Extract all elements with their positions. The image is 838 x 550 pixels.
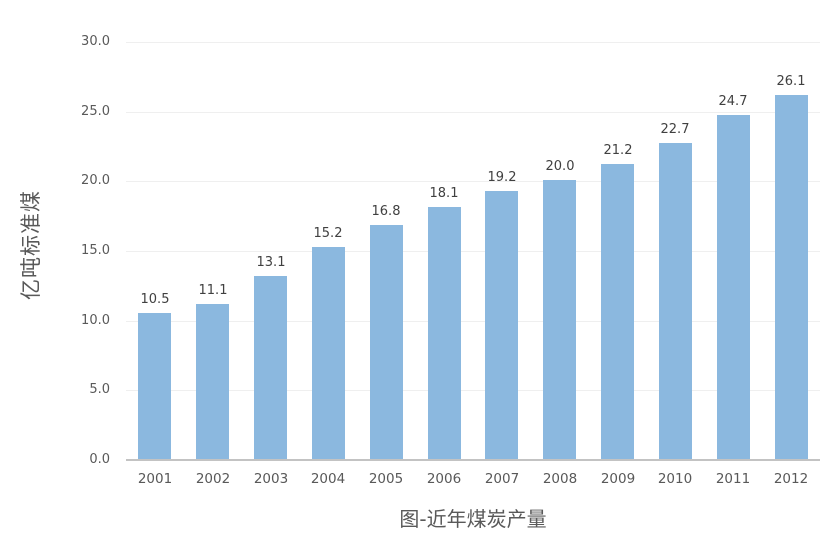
- bar-2005: [370, 225, 403, 459]
- gridline-5.0: [126, 390, 820, 392]
- gridline-20.0: [126, 181, 820, 183]
- bar-value-label-2008: 20.0: [545, 159, 575, 174]
- bar-2004: [312, 247, 345, 459]
- y-tick-label-10.0: 10.0: [81, 312, 110, 328]
- x-tick-label-2009: 2009: [600, 471, 636, 487]
- plot-area: 10.5 11.1 13.1 15.2 16.8 18.1 19.2 20.0 21.2 22.7…: [126, 42, 820, 461]
- bar-2010: [659, 143, 692, 459]
- y-tick-label-25.0: 25.0: [81, 103, 110, 119]
- gridline-30.0: [126, 42, 820, 43]
- x-tick-label-2007: 2007: [484, 471, 520, 487]
- x-tick-label-2001: 2001: [137, 471, 173, 487]
- gridline-10.0: [126, 320, 820, 322]
- x-tick-label-2010: 2010: [657, 471, 693, 487]
- bar-value-label-2006: 18.1: [429, 186, 459, 201]
- bar-value-label-2010: 22.7: [660, 122, 690, 137]
- bar-2008: [543, 180, 576, 459]
- x-tick-label-2006: 2006: [426, 471, 462, 487]
- bar-value-label-2012: 26.1: [776, 74, 806, 89]
- x-tick-label-2008: 2008: [542, 471, 578, 487]
- x-tick-label-2002: 2002: [195, 471, 231, 487]
- x-tick-label-2012: 2012: [773, 471, 809, 487]
- x-tick-label-2003: 2003: [253, 471, 289, 487]
- bar-value-label-2009: 21.2: [603, 143, 633, 158]
- bar-2001: [138, 313, 171, 459]
- y-tick-label-5.0: 5.0: [89, 382, 110, 398]
- chart-title: 图-近年煤炭产量: [399, 507, 547, 531]
- bar-value-label-2004: 15.2: [313, 226, 343, 241]
- bar-2009: [601, 164, 634, 459]
- bar-2012: [775, 95, 808, 459]
- y-tick-label-20.0: 20.0: [81, 173, 110, 189]
- gridline-15.0: [126, 251, 820, 252]
- bar-value-label-2005: 16.8: [371, 204, 401, 219]
- y-tick-label-0.0: 0.0: [89, 452, 110, 467]
- bar-2007: [485, 191, 518, 459]
- x-tick-label-2005: 2005: [368, 471, 404, 487]
- gridline-25.0: [126, 111, 820, 113]
- bar-value-label-2003: 13.1: [256, 255, 286, 270]
- bar-2011: [717, 115, 750, 459]
- y-tick-label-15.0: 15.0: [81, 243, 110, 258]
- bar-value-label-2007: 19.2: [487, 170, 517, 185]
- bar-2002: [196, 304, 229, 459]
- bar-2006: [428, 207, 461, 459]
- x-tick-label-2004: 2004: [310, 471, 346, 487]
- x-tick-label-2011: 2011: [715, 471, 751, 487]
- bar-value-label-2001: 10.5: [140, 292, 170, 307]
- y-tick-label-30.0: 30.0: [81, 34, 110, 49]
- bar-value-label-2011: 24.7: [718, 94, 748, 109]
- bar-value-label-2002: 11.1: [198, 283, 228, 298]
- bar-2003: [254, 276, 287, 459]
- y-axis-title: 亿吨标准煤: [19, 190, 43, 300]
